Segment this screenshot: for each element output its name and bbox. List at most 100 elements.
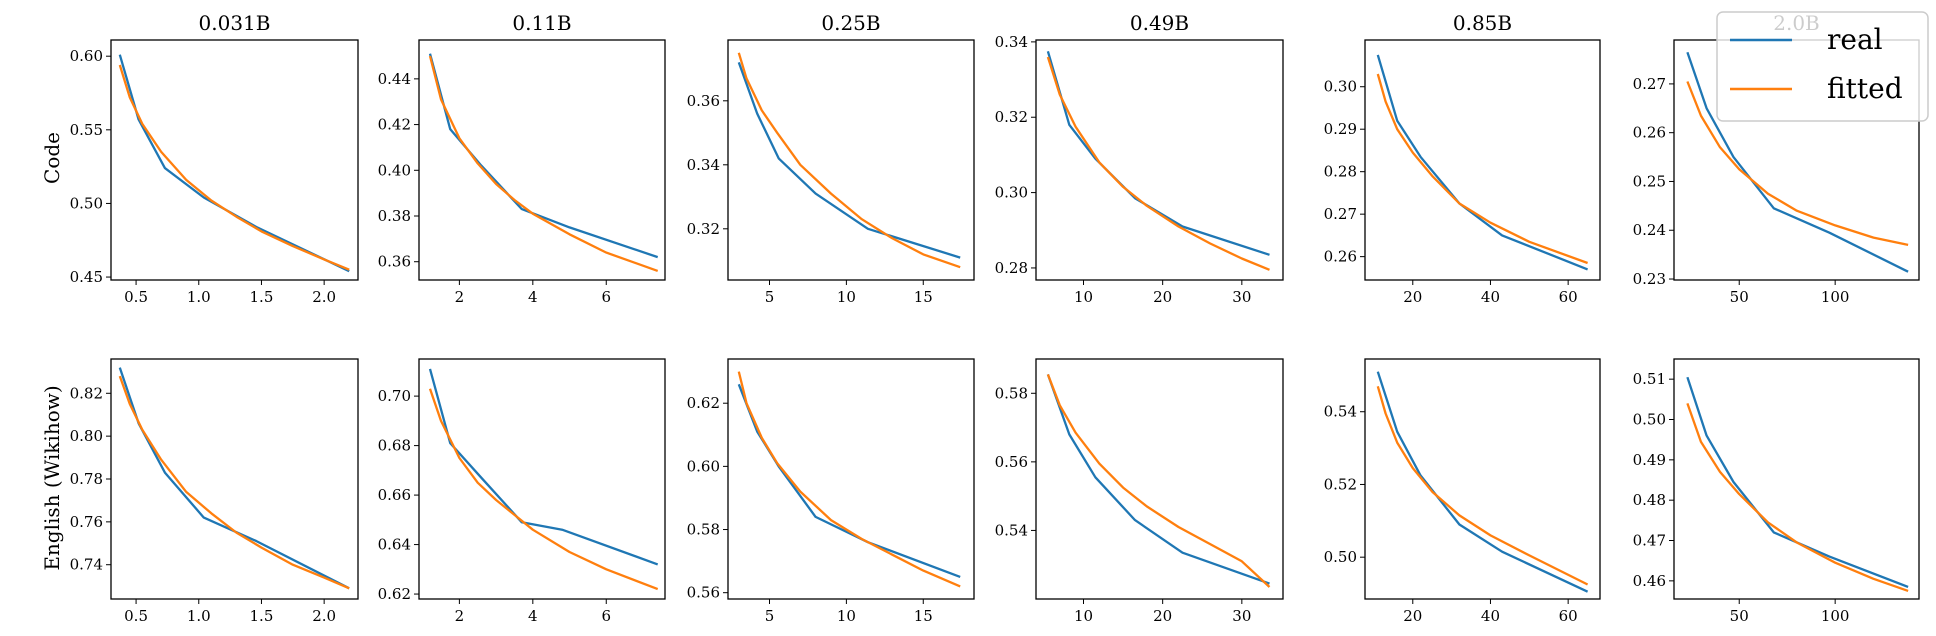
x-tick-label: 0.5 <box>124 288 148 306</box>
axes-frame <box>727 39 975 281</box>
y-tick-label: 0.29 <box>1324 120 1357 138</box>
series-line-fitted <box>428 55 659 272</box>
y-tick-label: 0.50 <box>70 194 103 212</box>
legend: real fitted <box>1716 11 1929 122</box>
panel-2-3: 5 10 15 0.56 0.58 0.60 0.62 <box>687 358 975 625</box>
y-tick-label: 0.74 <box>70 556 103 574</box>
legend-label-real: real <box>1827 23 1883 56</box>
axes-frame <box>1364 39 1601 281</box>
y-tick-label: 0.28 <box>995 259 1028 277</box>
x-tick-label: 20 <box>1403 607 1422 625</box>
series-line-fitted <box>1376 385 1589 586</box>
y-tick-label: 0.56 <box>995 453 1028 471</box>
y-tick-label: 0.42 <box>378 116 411 134</box>
y-tick-label: 0.66 <box>378 486 411 504</box>
x-tick-label: 40 <box>1481 288 1500 306</box>
x-tick-label: 20 <box>1153 288 1172 306</box>
y-tick-label: 0.51 <box>1633 370 1666 388</box>
series-line-fitted <box>737 52 961 269</box>
axes-frame <box>110 358 359 600</box>
y-tick-label: 0.44 <box>378 70 411 88</box>
y-tick-label: 0.45 <box>70 268 103 286</box>
y-tick-label: 0.52 <box>1324 475 1357 493</box>
y-tick-label: 0.30 <box>995 184 1028 202</box>
y-tick-label: 0.25 <box>1633 172 1666 190</box>
x-tick-label: 40 <box>1481 607 1500 625</box>
x-tick-label: 10 <box>837 607 856 625</box>
series-line-real <box>1046 50 1270 256</box>
x-tick-label: 15 <box>914 288 933 306</box>
y-tick-label: 0.58 <box>687 521 720 539</box>
y-tick-label: 0.62 <box>378 585 411 603</box>
y-tick-label: 0.62 <box>687 394 720 412</box>
panel-1-5: 20 40 60 0.26 0.27 0.28 0.29 0.30 0.85B <box>1324 11 1601 306</box>
y-tick-label: 0.49 <box>1633 451 1666 469</box>
y-tick-label: 0.68 <box>378 437 411 455</box>
x-tick-label: 4 <box>528 607 538 625</box>
x-tick-label: 2.0 <box>312 288 336 306</box>
y-tick-label: 0.40 <box>378 161 411 179</box>
panel-1-1: 0.5 1.0 1.5 2.0 0.45 0.50 0.55 0.60 0.031B <box>70 11 359 306</box>
y-tick-label: 0.30 <box>1324 78 1357 96</box>
series-line-fitted <box>118 64 350 271</box>
panel-2-5: 20 40 60 0.50 0.52 0.54 <box>1324 358 1601 625</box>
x-tick-label: 1.5 <box>250 288 274 306</box>
x-tick-label: 5 <box>765 607 775 625</box>
axes-frame <box>1673 358 1920 600</box>
y-tick-label: 0.32 <box>995 108 1028 126</box>
y-tick-label: 0.26 <box>1633 124 1666 142</box>
series-line-fitted <box>1376 73 1588 265</box>
series-line-real <box>118 367 350 590</box>
y-tick-label: 0.58 <box>995 384 1028 402</box>
x-tick-label: 1.5 <box>250 607 274 625</box>
x-tick-label: 100 <box>1821 288 1850 306</box>
x-tick-label: 5 <box>765 288 775 306</box>
axes-frame <box>727 358 975 600</box>
y-tick-label: 0.54 <box>1324 403 1357 421</box>
series-line-fitted <box>428 388 659 591</box>
x-tick-label: 100 <box>1821 607 1850 625</box>
x-tick-label: 20 <box>1153 607 1172 625</box>
series-line-real <box>1046 374 1270 585</box>
axes-frame <box>418 39 666 281</box>
series-line-fitted <box>1686 403 1909 592</box>
x-tick-label: 2 <box>455 288 465 306</box>
series-line-real <box>1376 371 1589 593</box>
y-tick-label: 0.82 <box>70 384 103 402</box>
y-tick-label: 0.46 <box>1633 572 1666 590</box>
x-tick-label: 15 <box>914 607 933 625</box>
y-tick-label: 0.76 <box>70 513 103 531</box>
y-tick-label: 0.80 <box>70 427 103 445</box>
series-line-real <box>428 53 659 259</box>
y-tick-label: 0.24 <box>1633 221 1666 239</box>
series-line-fitted <box>118 375 350 590</box>
series-line-real <box>118 54 350 273</box>
panel-title: 0.11B <box>512 11 571 35</box>
y-tick-label: 0.64 <box>378 536 411 554</box>
x-tick-label: 1.0 <box>187 607 211 625</box>
y-tick-label: 0.27 <box>1633 75 1666 93</box>
series-line-real <box>737 383 961 578</box>
y-tick-label: 0.78 <box>70 470 103 488</box>
y-tick-label: 0.55 <box>70 121 103 139</box>
panel-2-1: 0.5 1.0 1.5 2.0 0.74 0.76 0.78 0.80 0.82 <box>70 358 359 625</box>
y-tick-label: 0.28 <box>1324 163 1357 181</box>
x-tick-label: 1.0 <box>187 288 211 306</box>
y-tick-label: 0.56 <box>687 584 720 602</box>
legend-label-fitted: fitted <box>1827 72 1903 105</box>
y-tick-label: 0.23 <box>1633 270 1666 288</box>
x-tick-label: 10 <box>837 288 856 306</box>
panel-1-3: 5 10 15 0.32 0.34 0.36 0.25B <box>687 11 975 306</box>
panel-2-2: 2 4 6 0.62 0.64 0.66 0.68 0.70 <box>378 358 666 625</box>
y-tick-label: 0.34 <box>995 33 1028 51</box>
axes-frame <box>1035 39 1284 281</box>
x-tick-label: 6 <box>601 288 611 306</box>
x-tick-label: 2.0 <box>312 607 336 625</box>
row-label-code: Code <box>40 132 64 184</box>
axes-frame <box>110 39 359 281</box>
panel-2-4: 10 20 30 0.54 0.56 0.58 <box>995 358 1284 625</box>
x-tick-label: 4 <box>528 288 538 306</box>
series-line-real <box>1686 376 1909 588</box>
x-tick-label: 10 <box>1074 607 1093 625</box>
